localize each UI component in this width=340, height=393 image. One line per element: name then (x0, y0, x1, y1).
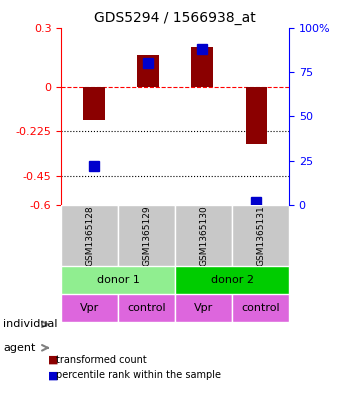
FancyBboxPatch shape (61, 206, 118, 266)
FancyBboxPatch shape (118, 294, 175, 322)
Text: donor 2: donor 2 (210, 275, 254, 285)
FancyBboxPatch shape (175, 266, 289, 294)
Text: transformed count: transformed count (56, 354, 147, 365)
Text: GSM1365129: GSM1365129 (142, 206, 151, 266)
Bar (191, 47, 213, 87)
Text: individual: individual (3, 319, 58, 329)
Text: Vpr: Vpr (194, 303, 213, 313)
Bar (137, 55, 159, 87)
Text: donor 1: donor 1 (97, 275, 140, 285)
FancyBboxPatch shape (175, 206, 232, 266)
Bar (83, 87, 105, 120)
FancyBboxPatch shape (61, 266, 175, 294)
Text: Vpr: Vpr (80, 303, 99, 313)
Text: agent: agent (3, 343, 36, 353)
FancyBboxPatch shape (118, 206, 175, 266)
FancyBboxPatch shape (61, 294, 118, 322)
FancyBboxPatch shape (232, 294, 289, 322)
Text: control: control (241, 303, 280, 313)
Text: GSM1365131: GSM1365131 (256, 206, 265, 266)
Text: percentile rank within the sample: percentile rank within the sample (56, 370, 221, 380)
Text: ■: ■ (48, 370, 58, 380)
Text: GSM1365130: GSM1365130 (199, 206, 208, 266)
Title: GDS5294 / 1566938_at: GDS5294 / 1566938_at (94, 11, 256, 25)
Text: GSM1365128: GSM1365128 (85, 206, 94, 266)
FancyBboxPatch shape (232, 206, 289, 266)
Text: ■: ■ (48, 354, 58, 365)
Text: control: control (127, 303, 166, 313)
Bar (245, 87, 267, 144)
FancyBboxPatch shape (175, 294, 232, 322)
